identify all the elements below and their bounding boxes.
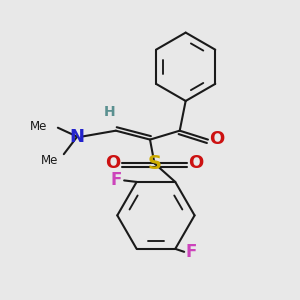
Text: Me: Me [40, 154, 58, 167]
Text: O: O [188, 154, 204, 172]
Text: H: H [104, 105, 116, 119]
Text: F: F [186, 243, 197, 261]
Text: O: O [209, 130, 224, 148]
Text: S: S [148, 154, 161, 173]
Text: N: N [70, 128, 85, 146]
Text: F: F [110, 171, 122, 189]
Text: Me: Me [30, 120, 47, 133]
Text: O: O [105, 154, 121, 172]
